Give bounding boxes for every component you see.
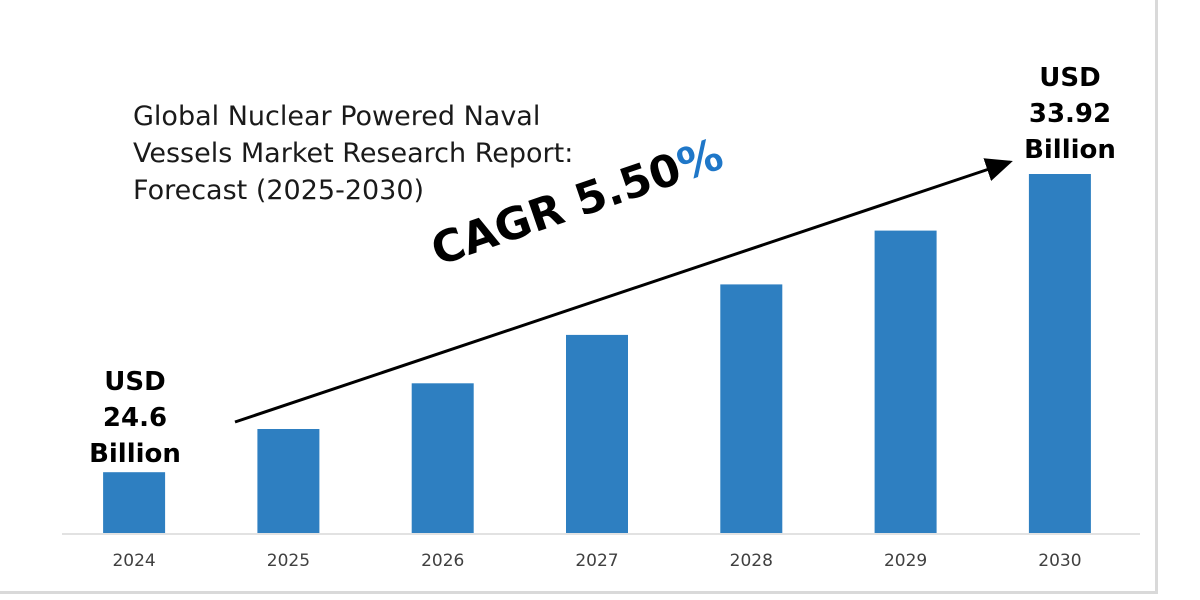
bar-2024: [103, 472, 166, 533]
chart-title: Global Nuclear Powered Naval Vessels Mar…: [133, 98, 613, 209]
title-line-2: Vessels Market Research Report:: [133, 138, 574, 169]
start-callout-currency: USD: [104, 367, 166, 397]
end-callout-unit: Billion: [1024, 135, 1116, 165]
bar-2029: [874, 230, 937, 533]
bar-2026: [411, 383, 474, 533]
x-tick-label-2030: 2030: [1038, 551, 1081, 571]
x-tick-label-2028: 2028: [730, 551, 773, 571]
bar-2028: [720, 284, 783, 533]
start-callout-unit: Billion: [89, 439, 181, 469]
chart-frame: [0, 0, 1158, 594]
end-callout-currency: USD: [1039, 63, 1101, 93]
bar-2030: [1028, 174, 1091, 533]
bar-2025: [257, 429, 320, 533]
end-callout-value: 33.92: [1028, 99, 1112, 129]
end-value-callout: USD 33.92 Billion: [1010, 60, 1130, 168]
x-tick-label-2024: 2024: [112, 551, 155, 571]
title-line-1: Global Nuclear Powered Naval: [133, 101, 541, 132]
start-callout-value: 24.6: [102, 403, 168, 433]
x-tick-label-2029: 2029: [884, 551, 927, 571]
x-tick-label-2027: 2027: [575, 551, 618, 571]
bar-2027: [566, 334, 628, 533]
cagr-trend-arrow: [234, 158, 1013, 424]
start-value-callout: USD 24.6 Billion: [70, 364, 200, 472]
x-tick-label-2026: 2026: [421, 551, 464, 571]
x-tick-label-2025: 2025: [267, 551, 310, 571]
title-line-3: Forecast (2025-2030): [133, 175, 425, 206]
